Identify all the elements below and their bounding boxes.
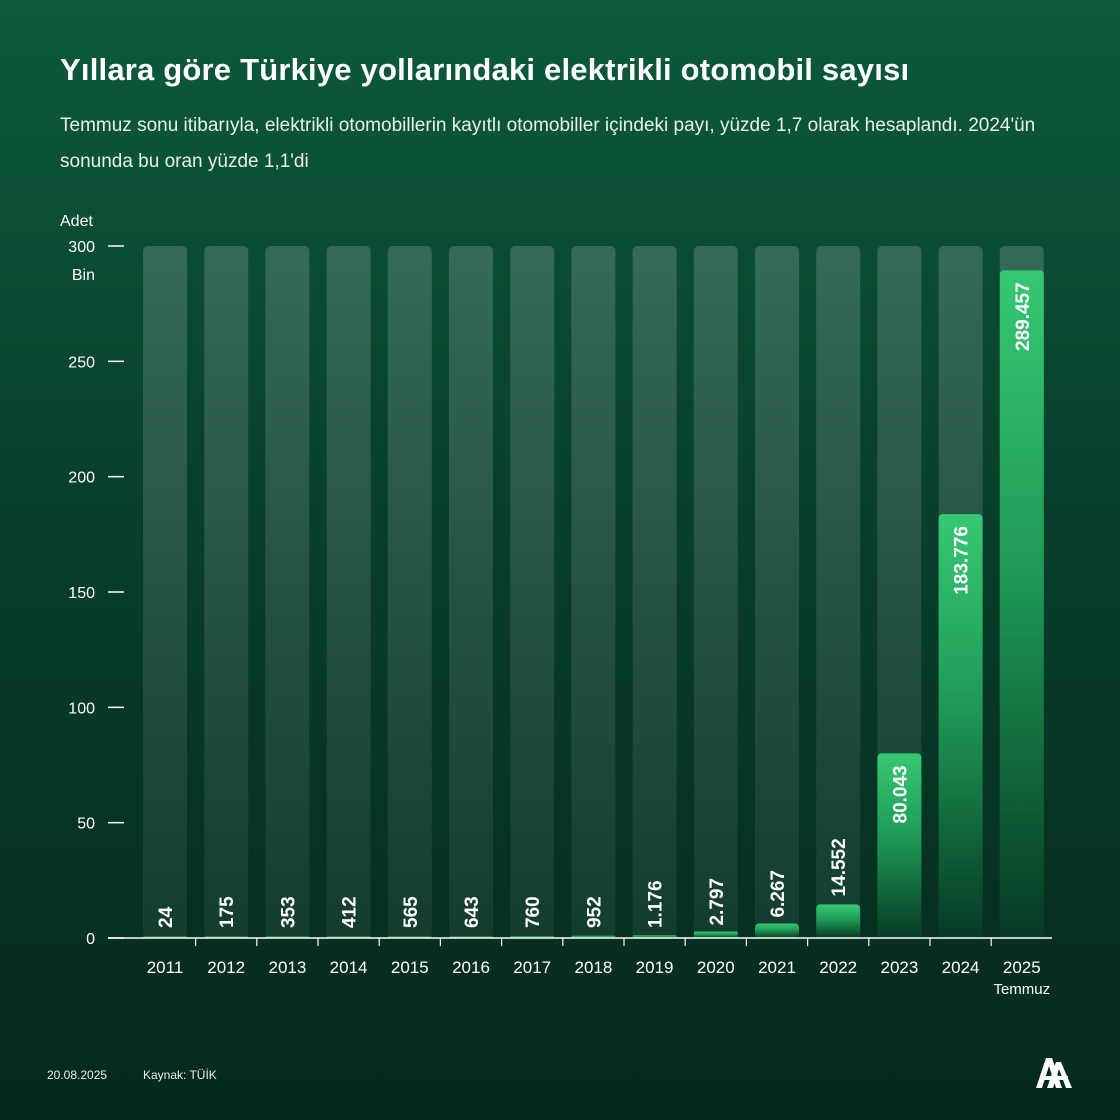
bar-track <box>449 246 493 938</box>
x-tick-sublabel: Temmuz <box>993 981 1050 998</box>
x-tick-label: 2020 <box>697 958 735 977</box>
aa-logo-icon <box>1036 1058 1072 1088</box>
y-tick-label: 250 <box>68 354 95 371</box>
x-tick-label: 2018 <box>574 958 612 977</box>
x-tick-label: 2011 <box>147 958 184 977</box>
x-tick-label: 2019 <box>636 958 674 977</box>
bar <box>999 270 1044 938</box>
x-tick-label: 2022 <box>819 958 857 977</box>
y-tick-label: 0 <box>86 931 95 948</box>
x-tick-label: 2013 <box>268 958 306 977</box>
bar-track <box>816 246 861 938</box>
bar-track <box>755 246 799 938</box>
bar-track <box>143 246 187 938</box>
y-tick-label: 50 <box>77 816 95 833</box>
x-tick-label: 2021 <box>758 958 796 977</box>
x-tick-label: 2023 <box>880 958 918 977</box>
bar-data-label: 1.176 <box>646 880 667 928</box>
y-axis-title: Adet <box>60 213 93 230</box>
bar <box>755 923 799 938</box>
chart-subtitle: Temmuz sonu itibarıyla, elektrikli otomo… <box>60 115 1036 172</box>
bar-data-label: 183.776 <box>952 526 973 595</box>
bar-data-label: 643 <box>462 896 483 928</box>
bar <box>693 931 738 938</box>
x-tick-label: 2024 <box>942 958 980 977</box>
bar-data-label: 6.267 <box>768 870 789 918</box>
bar-chart: Adet Bin 0 50 100 150 200 250 300 2011 2012 2013… <box>60 213 1050 998</box>
x-tick-label: 2017 <box>513 958 551 977</box>
bar-data-label: 760 <box>523 896 544 928</box>
footer-date: 20.08.2025 <box>47 1068 108 1082</box>
y-tick-label: 200 <box>68 470 95 487</box>
bar-data-label: 24 <box>156 906 177 928</box>
y-tick-label: 150 <box>68 585 95 602</box>
x-tick-label: 2015 <box>391 958 429 977</box>
bar-track <box>387 246 432 938</box>
x-tick-label: 2025 <box>1003 958 1041 977</box>
bar-track <box>510 246 555 938</box>
bar-data-label: 2.797 <box>707 878 728 926</box>
y-tick-label: 300 <box>68 239 95 256</box>
bar-track <box>326 246 371 938</box>
bar-data-label: 565 <box>401 896 422 928</box>
bar <box>938 514 983 938</box>
y-unit-label: Bin <box>72 267 95 284</box>
y-tick-label: 100 <box>68 700 95 717</box>
bar-data-label: 175 <box>217 896 238 928</box>
bar-track <box>204 246 249 938</box>
bar-data-label: 14.552 <box>829 838 850 896</box>
bar-data-label: 80.043 <box>890 765 911 823</box>
x-tick-label: 2012 <box>207 958 245 977</box>
bar <box>816 904 861 938</box>
bar <box>877 753 922 938</box>
bar-data-label: 289.457 <box>1013 282 1034 351</box>
bar-track <box>265 246 310 938</box>
footer-source: Kaynak: TÜİK <box>143 1068 217 1082</box>
bar-track <box>632 246 677 938</box>
bar-data-label: 353 <box>278 896 299 928</box>
chart-title: Yıllara göre Türkiye yollarındaki elektr… <box>60 52 910 87</box>
bar-track <box>571 246 616 938</box>
x-tick-label: 2016 <box>452 958 490 977</box>
x-tick-label: 2014 <box>330 958 368 977</box>
bar-data-label: 412 <box>340 896 361 928</box>
bar-track <box>693 246 738 938</box>
bar-data-label: 952 <box>584 896 605 928</box>
